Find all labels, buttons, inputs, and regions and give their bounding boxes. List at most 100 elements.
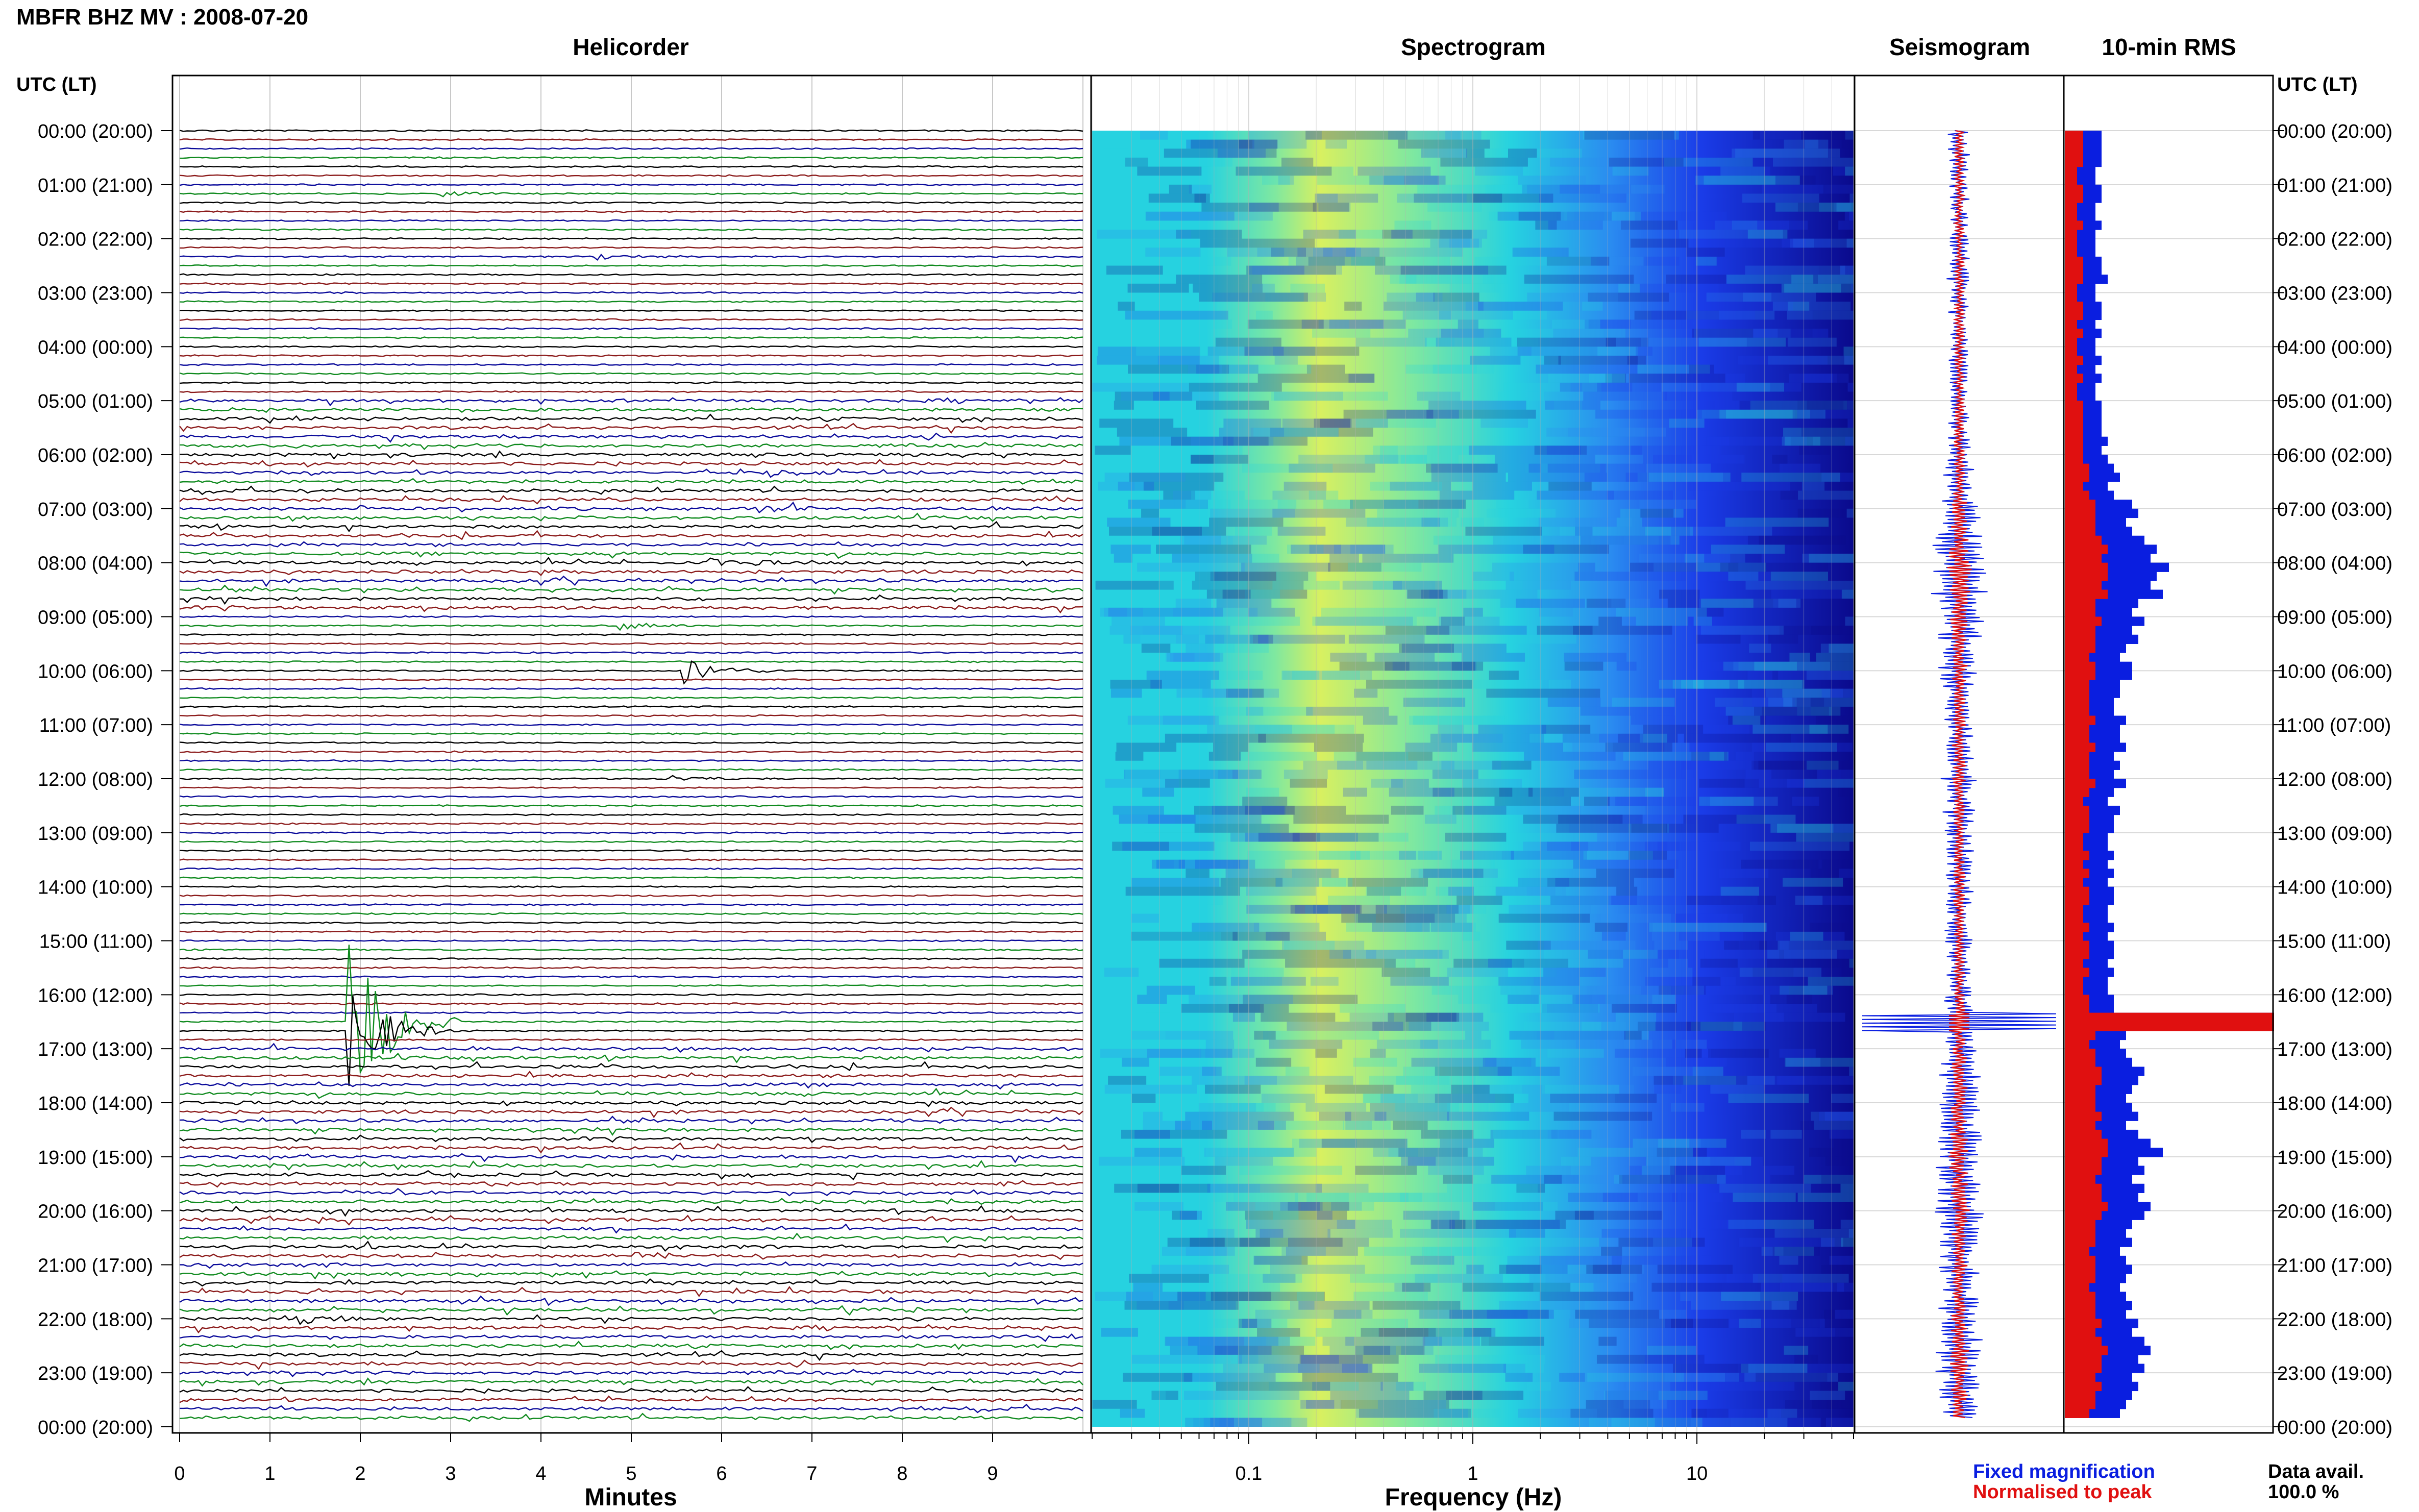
spectrogram-cell	[1342, 1364, 1372, 1373]
spectrogram-cell	[1557, 968, 1578, 977]
spectrogram-cell	[1664, 157, 1753, 167]
spectrogram-cell	[1430, 733, 1544, 743]
spectrogram-cell	[1238, 1354, 1339, 1364]
spectrogram-cell	[1710, 1156, 1763, 1166]
spectrogram-cell	[1143, 1121, 1191, 1130]
spectrogram-cell	[1485, 184, 1505, 194]
spectrogram-cell	[1400, 455, 1427, 464]
time-label-right: 08:00 (04:00)	[2277, 553, 2392, 575]
spectrogram-cell	[1378, 1327, 1492, 1337]
spectrogram-cell	[1784, 436, 1854, 446]
spectrogram-cell	[1741, 1364, 1808, 1373]
spectrogram-cell	[1440, 157, 1528, 167]
spectrogram-cell	[1171, 535, 1233, 545]
rms-bar-normalised	[2065, 715, 2095, 725]
spectrogram-cell	[1348, 374, 1375, 383]
spectrogram-cell	[1582, 302, 1603, 311]
spectrogram-cell	[1671, 913, 1728, 923]
rms-bar-normalised	[2065, 1408, 2089, 1418]
spectrogram-cell	[1582, 1022, 1656, 1031]
spectrogram-cell	[1141, 643, 1171, 653]
spectrogram-cell	[1194, 824, 1289, 833]
rms-bar-normalised	[2065, 653, 2089, 662]
spectrogram-cell	[1324, 1084, 1394, 1094]
helicorder-trace	[179, 575, 1083, 587]
spectrogram-cell	[1246, 265, 1337, 275]
spectrogram-cell	[1487, 1309, 1554, 1319]
rms-bar-normalised	[2065, 517, 2095, 527]
rms-bar-normalised	[2065, 572, 2108, 581]
helicorder-xtick-label: 8	[897, 1463, 907, 1484]
spectrogram-cell	[1369, 176, 1446, 185]
spectrogram-cell	[1838, 220, 1854, 230]
spectrogram-cell	[1414, 193, 1502, 203]
spectrogram-cell	[1421, 517, 1440, 527]
helicorder-trace	[179, 605, 1083, 614]
spectrogram-cell	[1406, 589, 1467, 599]
spectrogram-cell	[1125, 310, 1228, 320]
spectrogram-cell	[1175, 1282, 1280, 1292]
spectrogram-cell	[1537, 490, 1614, 500]
spectrogram-cell	[1202, 688, 1252, 698]
spectrogram-cell	[1624, 535, 1659, 545]
helicorder-trace	[179, 381, 1083, 384]
spectrogram-cell	[1853, 1138, 1854, 1148]
spectrogram-cell	[1465, 302, 1542, 311]
spectrogram-cell	[1664, 391, 1733, 401]
spectrogram-cell	[1523, 841, 1631, 851]
time-label-left: 16:00 (12:00)	[38, 985, 153, 1006]
spectrogram-cell	[1690, 527, 1772, 536]
spectrogram-cell	[1497, 211, 1612, 221]
time-label-left: 17:00 (13:00)	[38, 1039, 153, 1060]
spectrogram-cell	[1509, 1030, 1626, 1040]
spectrogram-cell	[1556, 824, 1667, 833]
time-label-right: 09:00 (05:00)	[2277, 607, 2392, 629]
spectrogram-cell	[1846, 508, 1854, 518]
spectrogram-cell	[1612, 166, 1649, 176]
spectrogram-cell	[1529, 733, 1599, 743]
spectrogram-cell	[1140, 634, 1253, 644]
spectrogram-xtick-label: 10	[1686, 1463, 1708, 1484]
helicorder-trace	[179, 768, 1083, 772]
spectrogram-cell	[1584, 131, 1674, 140]
spectrogram-cell	[1726, 1220, 1766, 1229]
rms-bar-normalised	[2065, 950, 2089, 959]
rms-bar-normalised	[2065, 1084, 2095, 1094]
spectrogram-cell	[1350, 500, 1466, 509]
spectrogram-cell	[1114, 554, 1132, 563]
spectrogram-cell	[1188, 364, 1222, 374]
spectrogram-cell	[1293, 814, 1389, 824]
spectrogram-cell	[1186, 643, 1214, 653]
spectrogram-cell	[1189, 995, 1293, 1004]
spectrogram-cell	[1620, 508, 1684, 518]
spectrogram-cell	[1232, 1012, 1255, 1022]
rms-bar-normalised	[2065, 779, 2095, 788]
spectrogram-cell	[1797, 203, 1837, 212]
spectrogram-cell	[1616, 886, 1638, 896]
time-label-left: 06:00 (02:00)	[38, 445, 153, 466]
rms-bar-normalised	[2065, 1138, 2108, 1148]
helicorder-trace	[179, 813, 1083, 816]
spectrogram-cell	[1821, 688, 1854, 698]
spectrogram-cell	[1163, 490, 1196, 500]
spectrogram-cell	[1295, 1193, 1409, 1202]
spectrogram-cell	[1193, 283, 1263, 293]
spectrogram-cell	[1443, 1175, 1473, 1184]
rms-bar-normalised	[2065, 445, 2083, 455]
helicorder-trace	[179, 594, 1083, 605]
spectrogram-cell	[1370, 481, 1442, 491]
spectrogram-cell	[1122, 841, 1215, 851]
spectrogram-cell	[1449, 1309, 1549, 1319]
spectrogram-cell	[1601, 1228, 1691, 1238]
spectrogram-cell	[1764, 1012, 1784, 1022]
spectrogram-cell	[1377, 508, 1459, 518]
figure-title: MBFR BHZ MV : 2008-07-20	[16, 5, 308, 30]
helicorder-trace	[179, 1324, 1083, 1334]
spectrogram-cell	[1821, 1265, 1854, 1274]
spectrogram-cell	[1146, 1003, 1260, 1013]
time-label-right: 03:00 (23:00)	[2277, 283, 2392, 305]
time-label-right: 07:00 (03:00)	[2277, 499, 2392, 520]
spectrogram-cell	[1506, 940, 1551, 950]
spectrogram-cell	[1768, 698, 1811, 707]
helicorder-trace	[179, 541, 1083, 548]
